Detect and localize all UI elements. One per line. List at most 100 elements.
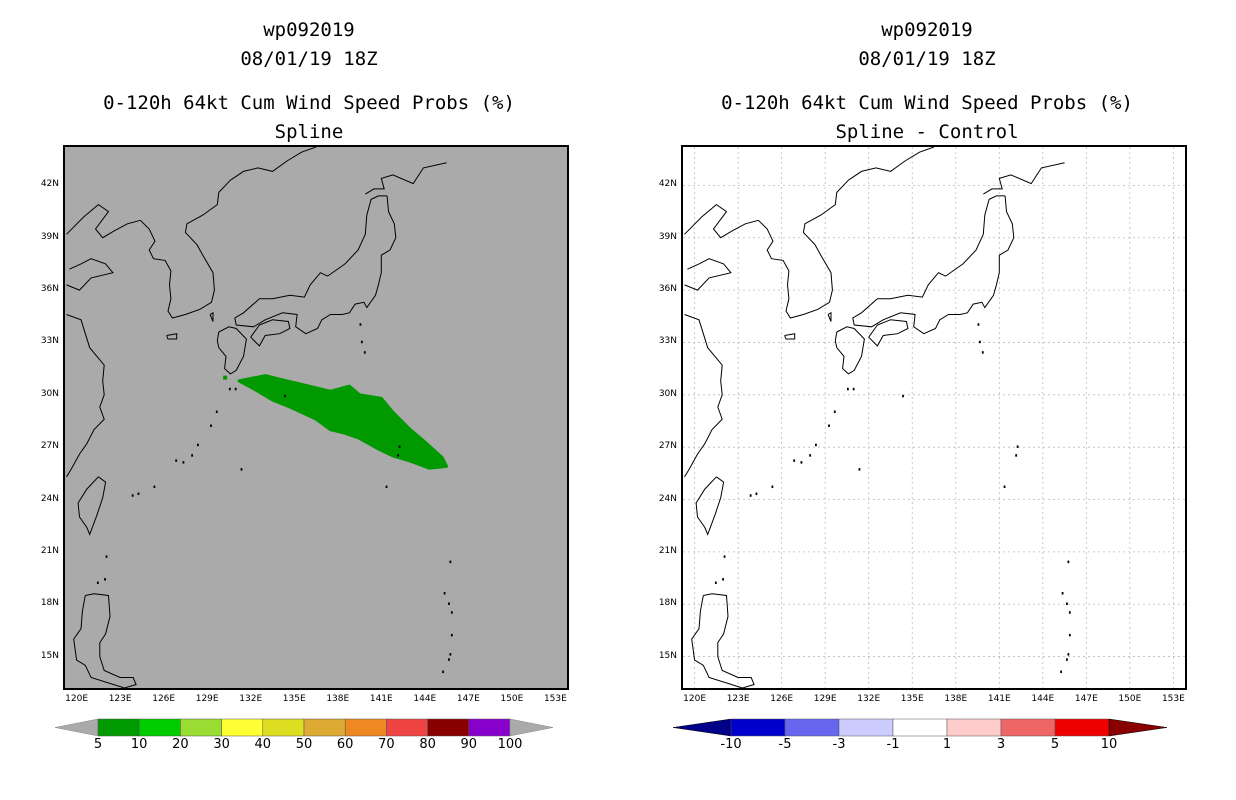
island: [978, 340, 981, 344]
colorbar-segment: [138, 718, 181, 737]
coastline: [73, 593, 137, 688]
latitude-label: 42N: [658, 179, 677, 190]
colorbar-tick-label: 60: [336, 737, 354, 752]
island: [398, 445, 401, 448]
colorbar-tick-label: -3: [832, 737, 846, 752]
island: [852, 387, 855, 391]
island: [284, 394, 286, 398]
probability-spot: [223, 375, 228, 380]
coastline: [66, 314, 105, 478]
island: [153, 485, 156, 489]
probability-map: [63, 145, 569, 690]
colorbar-tick-label: 5: [1050, 737, 1060, 752]
forecast-time: 08/01/19 18Z: [858, 48, 996, 70]
coastline: [234, 195, 397, 335]
colorbar-segment: [730, 718, 786, 737]
island: [1067, 560, 1070, 564]
colorbar-segment: [427, 718, 470, 737]
longitude-label: 123E: [108, 694, 132, 704]
longitude-label: 132E: [857, 694, 881, 704]
longitude-label: 141E: [369, 694, 393, 704]
coastline: [758, 179, 849, 319]
coastline: [230, 147, 317, 181]
island: [793, 459, 796, 462]
island: [385, 485, 388, 489]
longitude-label: 153E: [543, 694, 567, 704]
colorbar-tick-label: 90: [460, 737, 478, 752]
colorbar-tick-label: 3: [996, 737, 1006, 752]
island: [723, 555, 726, 558]
colorbar-tick-label: 30: [213, 737, 230, 752]
latitude-label: 15N: [40, 650, 59, 661]
colorbar-segment: [97, 718, 140, 737]
longitude-label: 135E: [900, 694, 924, 704]
coastline: [66, 203, 141, 239]
colorbar-tick-label: 20: [172, 737, 189, 752]
longitude-label: 138E: [326, 694, 350, 704]
colorbar-segment: [946, 718, 1002, 737]
map-canvas: [683, 147, 1185, 688]
longitude-label: 135E: [282, 694, 306, 704]
storm-id: wp092019: [881, 19, 973, 41]
longitude-label: 132E: [239, 694, 263, 704]
island: [191, 454, 194, 457]
latitude-label: 15N: [658, 650, 677, 661]
coastline: [827, 311, 832, 322]
colorbar-tick-label: 40: [254, 737, 272, 752]
storm-id: wp092019: [263, 19, 355, 41]
latitude-label: 18N: [40, 598, 59, 609]
difference-map: [681, 145, 1187, 690]
panel-subtitle: Spline - Control: [835, 121, 1019, 143]
island: [1060, 670, 1063, 674]
colorbar-tick-label: 80: [419, 737, 436, 752]
latitude-label: 33N: [658, 336, 677, 347]
coastline: [834, 326, 865, 375]
island: [397, 454, 400, 457]
island: [359, 323, 362, 326]
longitude-label: 147E: [456, 694, 480, 704]
colorbar-segment: [1054, 718, 1110, 737]
island: [450, 633, 453, 637]
island: [449, 560, 452, 564]
coastline: [66, 258, 114, 291]
island: [240, 468, 243, 471]
colorbar-tick-label: 100: [497, 737, 523, 752]
island: [749, 494, 752, 497]
latitude-label: 21N: [658, 545, 677, 556]
probability-colorbar: [55, 718, 554, 737]
coastline: [250, 319, 291, 347]
colorbar-tick-label: 1: [942, 737, 952, 752]
island: [96, 581, 99, 585]
island: [228, 387, 231, 391]
colorbar-tick-label: -1: [886, 737, 900, 752]
island: [722, 578, 724, 581]
longitude-label: 126E: [770, 694, 794, 704]
coastline: [848, 147, 935, 181]
coastline: [695, 476, 725, 536]
colorbar-right-arrow: [509, 718, 554, 737]
coastline: [684, 203, 759, 239]
latitude-label: 33N: [40, 336, 59, 347]
product-title: 0-120h 64kt Cum Wind Speed Probs (%): [721, 92, 1133, 114]
latitude-label: 24N: [658, 493, 677, 504]
coastline: [784, 333, 796, 340]
colorbar-segment: [221, 718, 264, 737]
island: [1068, 633, 1071, 637]
island: [902, 394, 904, 398]
right-panel: wp092019 08/01/19 18Z 0-120h 64kt Cum Wi…: [618, 0, 1236, 800]
island: [977, 323, 980, 326]
island: [1016, 445, 1019, 448]
colorbar-left-arrow: [673, 718, 732, 737]
island: [210, 424, 212, 427]
longitude-label: 153E: [1161, 694, 1185, 704]
latitude-label: 30N: [40, 388, 59, 399]
longitude-label: 150E: [500, 694, 524, 704]
coastline: [983, 162, 1065, 195]
longitude-label: 120E: [65, 694, 89, 704]
island: [800, 461, 803, 464]
longitude-label: 141E: [987, 694, 1011, 704]
coastline: [166, 333, 178, 340]
colorbar-left-arrow: [55, 718, 99, 737]
longitude-label: 147E: [1074, 694, 1098, 704]
colorbar-tick-label: 50: [295, 737, 313, 752]
